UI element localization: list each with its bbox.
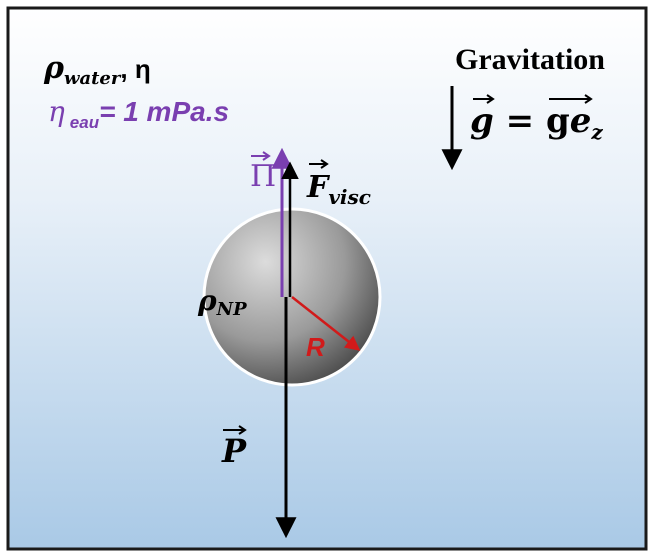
gravity-equation: g = gez: [470, 101, 603, 144]
particle-density-label: ρNP: [197, 284, 247, 320]
radius-arrow: [291, 296, 361, 351]
archimedes-force-label: Π: [250, 159, 276, 194]
vector-overarrows-gravity: [473, 94, 593, 104]
fluid-density-label: ρwater, η: [43, 51, 151, 89]
weight-force-label: P: [221, 432, 247, 470]
viscous-force-label: Fvisc: [306, 170, 371, 209]
gravitation-title: Gravitation: [455, 43, 605, 76]
water-viscosity-label: η eau= 1 mPa.s: [48, 95, 229, 132]
archimedes-overarrow: [251, 151, 271, 161]
weight-overarrow: [223, 425, 247, 435]
viscous-overarrow: [309, 159, 329, 169]
radius-label: R: [306, 332, 325, 362]
